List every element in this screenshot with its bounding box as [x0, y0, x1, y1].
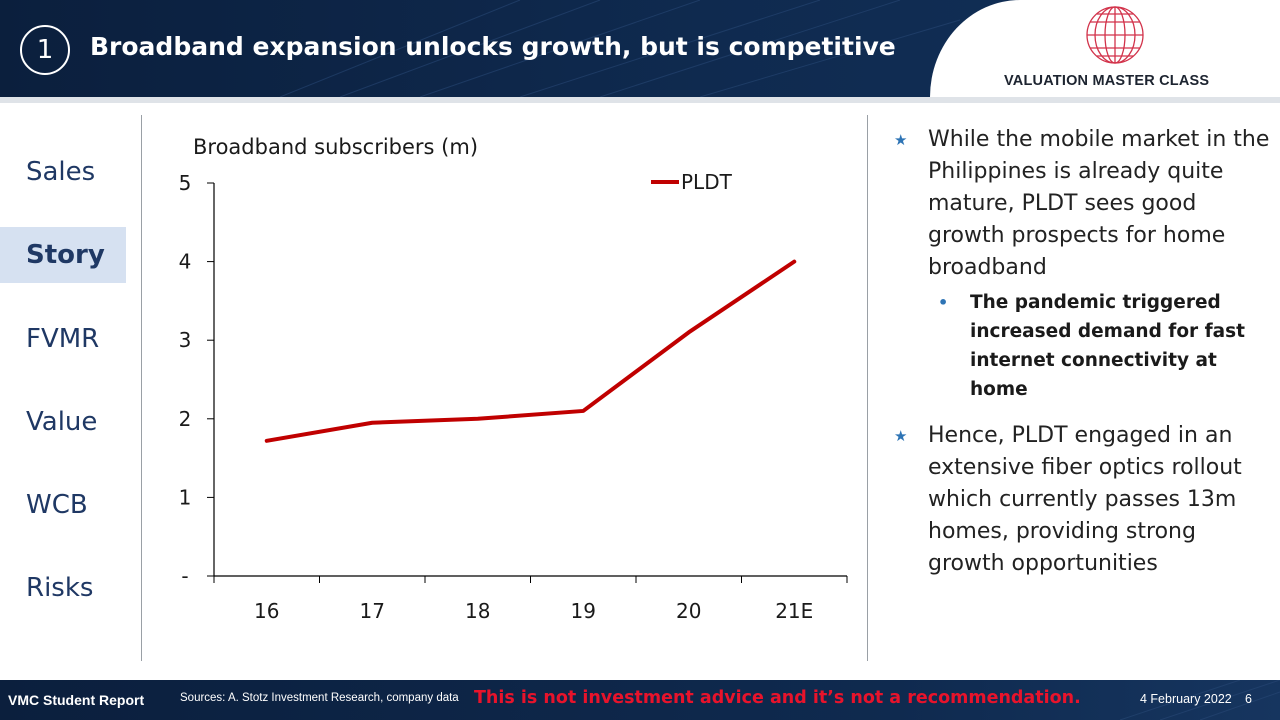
- x-tick-label: 16: [254, 599, 279, 623]
- footer-decoration: [1119, 680, 1280, 720]
- brand-name: VALUATION MASTER CLASS: [1004, 73, 1210, 89]
- x-tick-label: 17: [360, 599, 385, 623]
- chart-axes: [207, 182, 848, 583]
- nav-item-story[interactable]: Story: [0, 227, 126, 283]
- header-divider: [0, 97, 1280, 103]
- report-date: 4 February 2022: [1140, 692, 1232, 706]
- y-tick-label: -: [181, 564, 188, 588]
- nav-divider: [141, 115, 142, 661]
- bullet-text: While the mobile market in the Philippin…: [928, 127, 1270, 280]
- commentary-panel: ★ While the mobile market in the Philipp…: [890, 124, 1275, 580]
- nav-item-value[interactable]: Value: [26, 407, 98, 437]
- nav-item-risks[interactable]: Risks: [26, 573, 94, 603]
- y-tick-label: 2: [179, 407, 192, 431]
- x-tick-label: 18: [465, 599, 490, 623]
- chart-series: [264, 259, 797, 443]
- y-tick-label: 3: [179, 328, 192, 352]
- y-tick-label: 4: [179, 250, 192, 274]
- sources-text: Sources: A. Stotz Investment Research, c…: [180, 692, 459, 704]
- y-tick-label: 1: [179, 485, 192, 509]
- sub-bullet-text: The pandemic triggered increased demand …: [970, 292, 1245, 400]
- bullet-text: Hence, PLDT engaged in an extensive fibe…: [928, 423, 1242, 576]
- legend-label-pldt: PLDT: [681, 170, 733, 194]
- star-bullet-icon: ★: [894, 427, 908, 445]
- chart-title: Broadband subscribers (m): [193, 135, 478, 159]
- series-line-pldt: [264, 259, 797, 443]
- step-number: 1: [20, 25, 70, 75]
- sub-bullet-point: • The pandemic triggered increased deman…: [890, 288, 1275, 404]
- header-bar: 1 Broadband expansion unlocks growth, bu…: [0, 0, 1280, 97]
- nav-item-fvmr[interactable]: FVMR: [26, 324, 100, 354]
- nav-item-wcb[interactable]: WCB: [26, 490, 88, 520]
- page-number: 6: [1245, 692, 1252, 706]
- footer-bar: VMC Student Report Sources: A. Stotz Inv…: [0, 680, 1280, 720]
- dot-bullet-icon: •: [938, 293, 949, 312]
- y-tick-label: 5: [179, 171, 192, 195]
- broadband-line-chart: Broadband subscribers (m) PLDT - 1 2 3 4 5 16 1…: [179, 135, 848, 623]
- star-bullet-icon: ★: [894, 131, 908, 149]
- x-tick-label: 20: [676, 599, 701, 623]
- chart-tick-labels: - 1 2 3 4 5 16 17 18 19 20 21E: [179, 171, 814, 623]
- disclaimer-text: This is not investment advice and it’s n…: [474, 688, 1081, 708]
- globe-logo-icon: [1086, 6, 1144, 64]
- x-tick-label: 21E: [775, 599, 813, 623]
- chart-legend: PLDT: [651, 170, 733, 194]
- page-title: Broadband expansion unlocks growth, but …: [90, 32, 896, 61]
- report-label: VMC Student Report: [8, 692, 145, 708]
- x-tick-label: 19: [571, 599, 596, 623]
- bullet-point: ★ While the mobile market in the Philipp…: [890, 124, 1275, 284]
- header-decoration: [279, 0, 961, 97]
- nav-item-sales[interactable]: Sales: [26, 157, 96, 187]
- panel-divider: [867, 115, 868, 661]
- bullet-point: ★ Hence, PLDT engaged in an extensive fi…: [890, 420, 1275, 580]
